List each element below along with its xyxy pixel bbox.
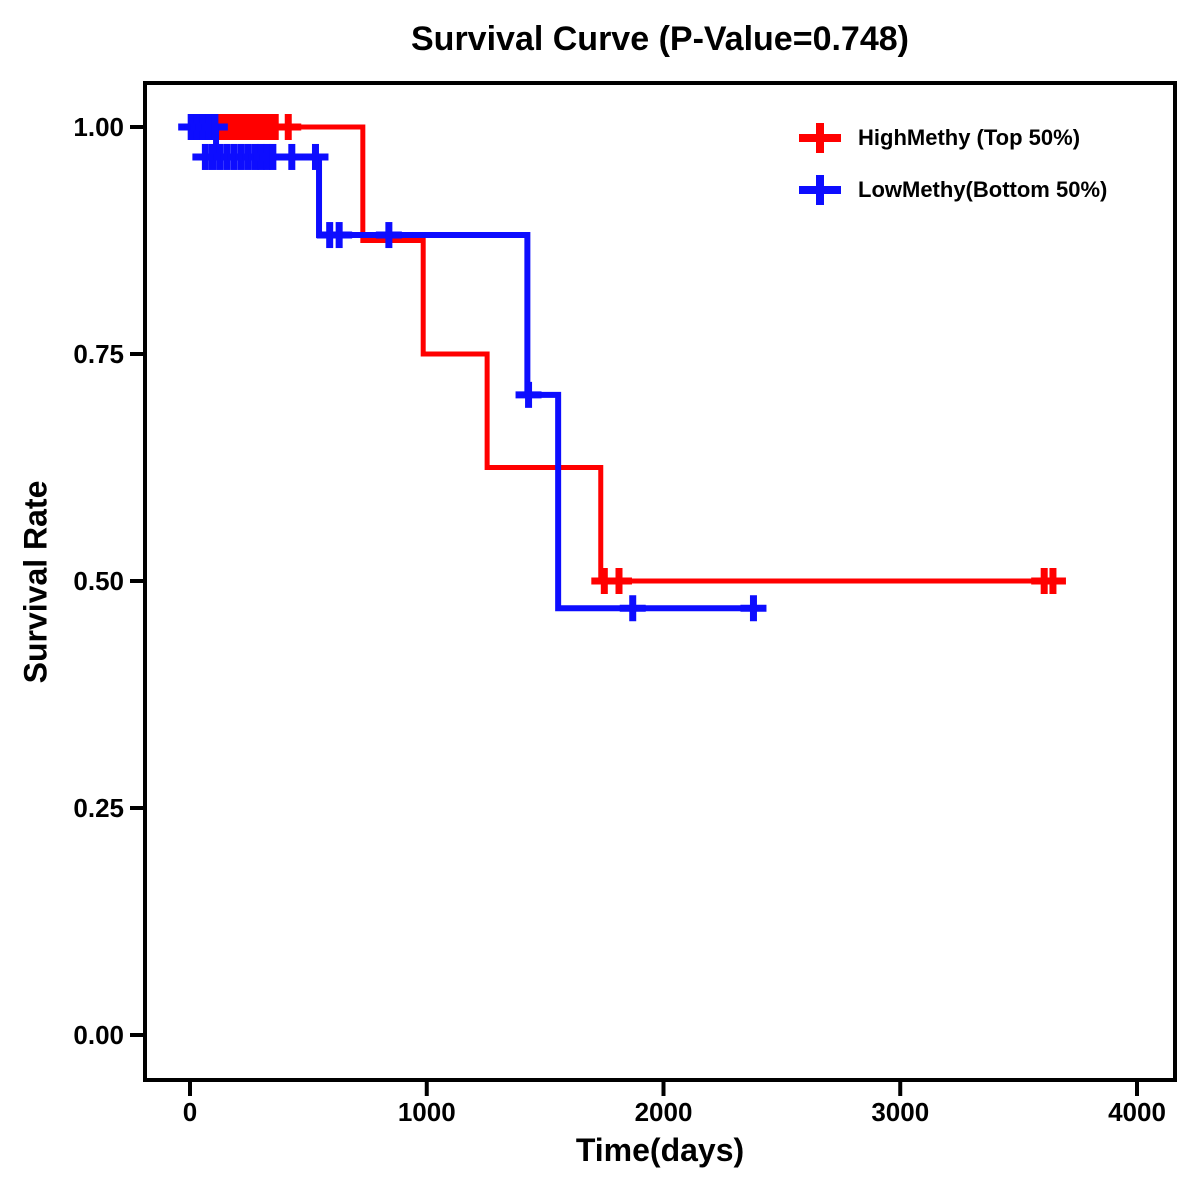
x-tick-label: 2000 xyxy=(634,1097,693,1127)
plus-icon xyxy=(799,175,841,205)
censor-mark xyxy=(740,595,767,622)
y-tick-label: 0.25 xyxy=(73,793,124,823)
legend-label: LowMethy(Bottom 50%) xyxy=(858,177,1108,202)
y-tick-label: 0.50 xyxy=(73,566,124,596)
x-tick-label: 3000 xyxy=(871,1097,930,1127)
chart-title: Survival Curve (P-Value=0.748) xyxy=(411,20,909,58)
censor-mark xyxy=(278,143,305,170)
legend: HighMethy (Top 50%) LowMethy(Bottom 50%) xyxy=(796,112,1107,216)
x-tick-label: 1000 xyxy=(397,1097,456,1127)
censor-mark xyxy=(201,114,228,140)
x-tick-label: 4000 xyxy=(1108,1097,1166,1127)
censor-mark xyxy=(326,222,353,249)
censor-mark xyxy=(1039,568,1066,594)
legend-item-lowmethy: LowMethy(Bottom 50%) xyxy=(796,164,1107,216)
censor-mark xyxy=(515,381,542,408)
legend-item-highmethy: HighMethy (Top 50%) xyxy=(796,112,1107,164)
censor-mark xyxy=(275,114,302,140)
survival-curve-highmethy xyxy=(190,124,1064,584)
y-tick-label: 0.75 xyxy=(73,339,124,369)
censor-mark xyxy=(375,222,402,249)
y-tick-label: 1.00 xyxy=(73,112,124,142)
censor-mark xyxy=(619,595,646,622)
x-axis-title: Time(days) xyxy=(575,1132,745,1168)
plus-icon xyxy=(799,123,841,153)
censor-mark xyxy=(605,568,632,594)
censor-mark xyxy=(302,143,329,170)
x-tick-label: 0 xyxy=(182,1097,198,1127)
legend-label: HighMethy (Top 50%) xyxy=(858,125,1081,150)
y-tick-label: 0.00 xyxy=(73,1020,124,1050)
survival-curve-lowmethy xyxy=(190,124,766,612)
plot-border xyxy=(143,81,1177,1082)
